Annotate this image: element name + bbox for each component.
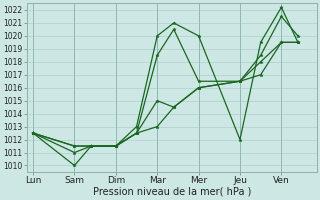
- X-axis label: Pression niveau de la mer( hPa ): Pression niveau de la mer( hPa ): [92, 187, 251, 197]
